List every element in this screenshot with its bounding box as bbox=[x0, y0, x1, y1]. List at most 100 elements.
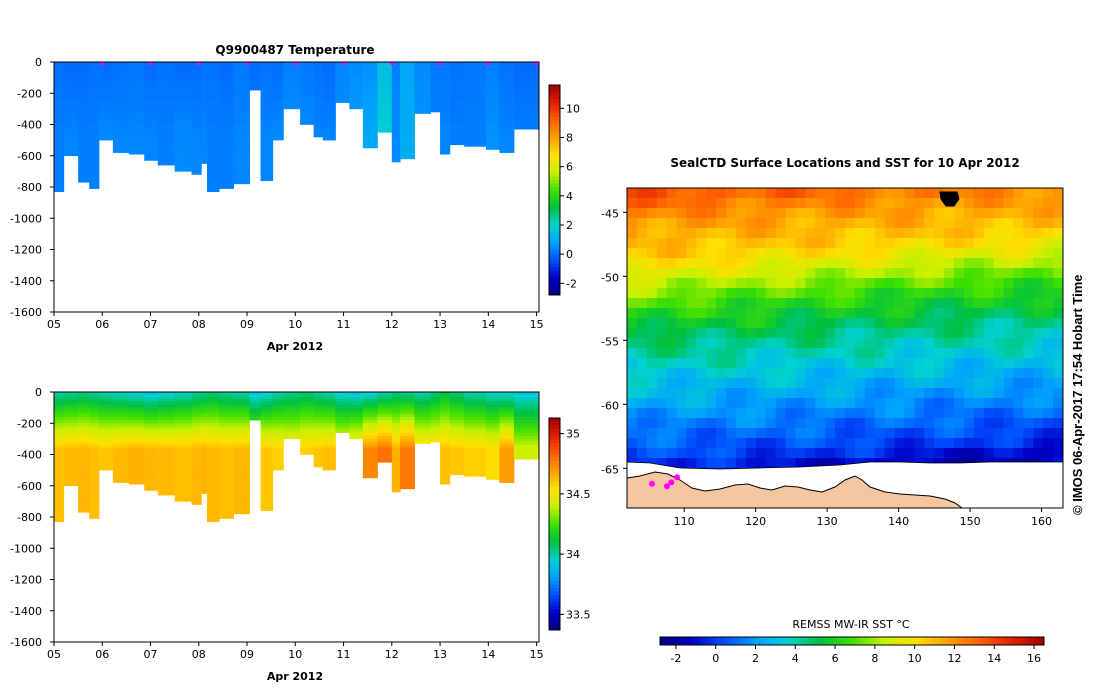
section-cell bbox=[391, 133, 401, 138]
colorbar-swatch bbox=[876, 637, 882, 645]
section-cell bbox=[89, 146, 100, 150]
sst-cell bbox=[864, 348, 876, 359]
sst-cell bbox=[845, 208, 856, 219]
sst-cell bbox=[845, 418, 856, 429]
section-cell bbox=[206, 520, 220, 522]
sst-cell bbox=[864, 448, 876, 459]
section-cell bbox=[89, 105, 100, 110]
sst-cell bbox=[835, 208, 846, 219]
section-cell bbox=[485, 398, 500, 402]
section-cell bbox=[206, 162, 220, 166]
section-cell bbox=[206, 152, 220, 157]
section-cell bbox=[485, 473, 500, 477]
section-cell bbox=[300, 413, 315, 418]
sst-cell bbox=[944, 278, 955, 289]
sst-cell bbox=[646, 248, 658, 259]
section-cell bbox=[233, 174, 250, 178]
sst-cell bbox=[934, 318, 945, 329]
x-tick-label: 07 bbox=[144, 648, 158, 661]
section-cell bbox=[362, 454, 378, 458]
section-cell bbox=[440, 442, 451, 446]
sst-cell bbox=[686, 338, 697, 349]
section-cell bbox=[201, 457, 208, 462]
section-cell bbox=[191, 457, 202, 462]
section-cell bbox=[283, 420, 301, 424]
sst-cell bbox=[745, 368, 757, 379]
sst-cell bbox=[963, 328, 975, 339]
section-cell bbox=[128, 457, 145, 462]
section-cell bbox=[78, 149, 90, 153]
section-cell bbox=[430, 90, 441, 94]
section-cell bbox=[89, 183, 100, 188]
colorbar-swatch bbox=[549, 113, 560, 117]
section-cell bbox=[313, 401, 324, 405]
section-cell bbox=[430, 423, 441, 427]
section-cell bbox=[219, 448, 235, 452]
lon-tick-label: 160 bbox=[1031, 515, 1052, 528]
sst-cell bbox=[924, 418, 935, 429]
section-cell bbox=[54, 520, 65, 522]
sst-map-frame bbox=[626, 187, 1064, 509]
section-cell bbox=[201, 438, 208, 443]
section-cell bbox=[191, 426, 202, 430]
colorbar-swatch bbox=[549, 137, 560, 142]
sst-cell bbox=[825, 448, 836, 459]
section-cell bbox=[300, 71, 315, 75]
sst-cell bbox=[755, 418, 767, 429]
sst-cell bbox=[864, 428, 876, 439]
section-cell bbox=[191, 168, 202, 172]
section-cell bbox=[322, 426, 336, 430]
sst-cell bbox=[706, 408, 717, 419]
sst-cell bbox=[904, 218, 915, 229]
section-cell bbox=[144, 426, 159, 430]
colorbar-tick-label: 6 bbox=[832, 652, 839, 665]
sst-cell bbox=[1033, 198, 1044, 209]
section-cell bbox=[174, 482, 193, 487]
sst-cell bbox=[666, 308, 677, 319]
section-cell bbox=[191, 143, 202, 147]
sst-cell bbox=[944, 298, 955, 309]
section-cell bbox=[440, 398, 451, 402]
sst-cell bbox=[944, 228, 955, 239]
section-cell bbox=[144, 404, 159, 408]
section-cell bbox=[349, 80, 364, 85]
section-cell bbox=[485, 99, 500, 103]
sst-cell bbox=[934, 428, 945, 439]
sst-cell bbox=[765, 268, 777, 279]
section-cell bbox=[283, 62, 301, 66]
section-cell bbox=[201, 448, 208, 452]
sst-cell bbox=[963, 238, 975, 249]
section-cell bbox=[377, 426, 393, 430]
sst-cell bbox=[745, 208, 757, 219]
section-cell bbox=[78, 488, 90, 493]
sst-cell bbox=[825, 418, 836, 429]
sst-cell bbox=[1043, 348, 1054, 359]
sst-cell bbox=[636, 318, 648, 329]
sst-cell bbox=[805, 278, 816, 289]
colorbar-swatch bbox=[938, 637, 944, 645]
section-cell bbox=[78, 460, 90, 465]
section-cell bbox=[54, 423, 65, 427]
sst-cell bbox=[646, 348, 658, 359]
sst-cell bbox=[963, 298, 975, 309]
sst-cell bbox=[736, 238, 747, 249]
section-cell bbox=[322, 420, 336, 424]
sst-cell bbox=[765, 328, 777, 339]
section-cell bbox=[260, 492, 274, 496]
section-cell bbox=[191, 467, 202, 471]
section-cell bbox=[499, 62, 515, 66]
sst-cell bbox=[656, 268, 668, 279]
section-cell bbox=[201, 442, 208, 446]
section-cell bbox=[499, 398, 515, 402]
sst-cell bbox=[904, 318, 915, 329]
sst-cell bbox=[745, 308, 757, 319]
section-cell bbox=[89, 454, 100, 458]
section-cell bbox=[78, 501, 90, 505]
section-cell bbox=[313, 130, 324, 135]
sst-cell bbox=[726, 188, 737, 199]
sst-cell bbox=[973, 378, 985, 389]
section-cell bbox=[249, 401, 262, 405]
sst-cell bbox=[627, 428, 638, 439]
section-cell bbox=[233, 442, 250, 446]
sst-cell bbox=[1043, 438, 1054, 449]
